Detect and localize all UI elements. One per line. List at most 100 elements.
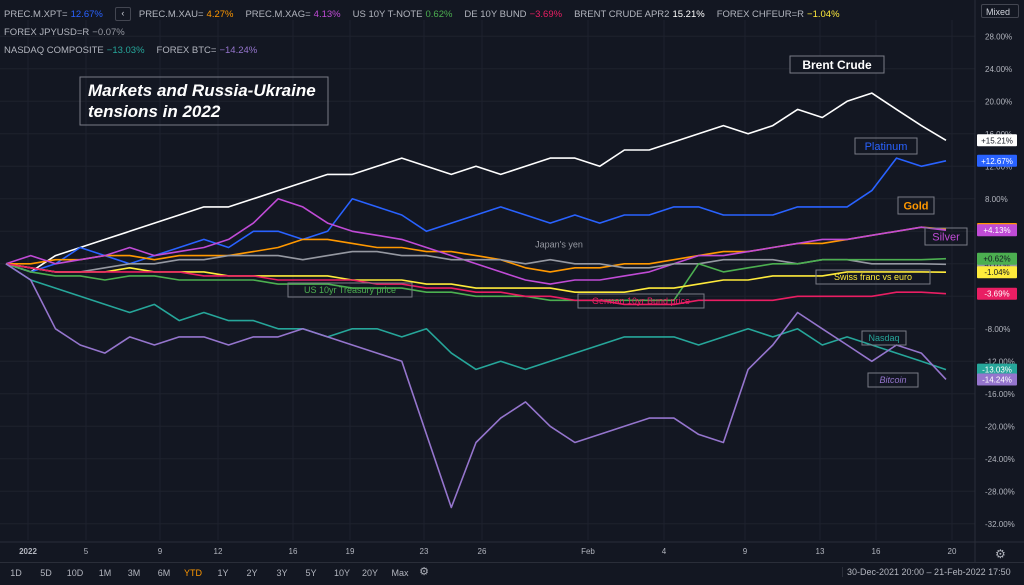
legend-value: 12.67% (70, 9, 103, 20)
legend-symbol: PREC.M.XPT= (4, 9, 68, 20)
legend-value: 4.27% (206, 9, 234, 20)
series-line-0 (5, 92, 947, 273)
legend-item[interactable]: FOREX JPYUSD=R −0.07% (4, 24, 125, 42)
annotation-japan-s-yen: Japan's yen (535, 240, 583, 250)
x-tick-label: 2022 (19, 547, 37, 556)
chart-title-line-2: tensions in 2022 (88, 102, 221, 121)
timeframe-ytd[interactable]: YTD (184, 568, 202, 578)
timeframe-5d[interactable]: 5D (40, 568, 52, 578)
y-tick-label: -32.00% (985, 520, 1015, 529)
legend-item[interactable]: US 10Y T-NOTE 0.62% (353, 6, 453, 24)
timeframe-5y[interactable]: 5Y (305, 568, 317, 578)
legend-value: 15.21% (672, 9, 705, 20)
price-label: -13.03% (977, 363, 1017, 376)
timeframe-1m[interactable]: 1M (98, 568, 112, 578)
legend-symbol: PREC.M.XAG= (245, 9, 311, 20)
x-tick-label: 12 (214, 547, 223, 556)
timeframe-bar: 1D 5D 10D 1M 3M 6M YTD 1Y 2Y 3Y 5Y 10Y 20Y Max ⚙ 30-D… (0, 562, 1024, 585)
x-tick-label: 9 (158, 547, 163, 556)
series-line-7 (5, 263, 947, 306)
series-line-3 (5, 198, 947, 285)
x-tick-label: 26 (478, 547, 487, 556)
annotation-gold: Gold (897, 196, 935, 215)
legend-item[interactable]: PREC.M.XAG= 4.13% (245, 6, 340, 24)
gear-icon[interactable]: ⚙ (419, 566, 429, 578)
legend-collapse-button[interactable]: ‹ (114, 7, 131, 22)
legend-item[interactable]: PREC.M.XPT= 12.67% (4, 6, 103, 24)
legend: PREC.M.XPT= 12.67% ‹ PREC.M.XAU= 4.27% PREC.M… (4, 6, 964, 60)
x-tick-label: 9 (743, 547, 748, 556)
series-line-2 (6, 226, 947, 273)
legend-symbol: FOREX CHFEUR=R (716, 9, 805, 20)
price-label: -3.69% (977, 287, 1017, 300)
legend-symbol: FOREX BTC= (156, 45, 217, 56)
legend-item[interactable]: FOREX BTC= −14.24% (157, 42, 258, 60)
timeframe-1d[interactable]: 1D (10, 568, 22, 578)
annotation-border (924, 227, 968, 246)
legend-symbol: US 10Y T-NOTE (352, 9, 423, 20)
date-range-label: 30-Dec-2021 20:00 – 21-Feb-2022 17:50 (842, 567, 1011, 577)
price-label-text: +15.21% (981, 136, 1013, 145)
timeframe-3y[interactable]: 3Y (276, 568, 288, 578)
price-label-bg (977, 134, 1017, 147)
legend-item[interactable]: NASDAQ COMPOSITE −13.03% (4, 42, 145, 60)
legend-row-2: NASDAQ COMPOSITE −13.03% FOREX BTC= −14.24% (4, 42, 964, 60)
annotation-text: Bitcoin (879, 375, 906, 385)
price-label-bg (977, 224, 1017, 237)
timeframe-20y[interactable]: 20Y (361, 568, 378, 578)
legend-symbol: BRENT CRUDE APR2 (574, 9, 670, 20)
legend-symbol: FOREX JPYUSD=R (4, 27, 90, 38)
timeframe-max[interactable]: Max (391, 568, 409, 578)
legend-value: −1.04% (807, 9, 840, 20)
legend-value: −3.69% (529, 9, 563, 20)
price-label: -1.04% (977, 266, 1017, 279)
gear-icon[interactable]: ⚙ (995, 547, 1006, 561)
legend-symbol: NASDAQ COMPOSITE (4, 45, 104, 56)
annotation-border (867, 372, 919, 388)
annotation-text: Platinum (865, 141, 908, 153)
chart-title-line-1: Markets and Russia-Ukraine (88, 81, 316, 100)
series-line-9 (5, 263, 947, 509)
legend-value: 4.13% (313, 9, 341, 20)
annotation-nasdaq: Nasdaq (861, 330, 907, 346)
timeframe-3m[interactable]: 3M (127, 568, 141, 578)
annotation-silver: Silver (924, 227, 968, 246)
legend-value: −0.07% (92, 27, 125, 38)
y-tick-label: -28.00% (985, 487, 1015, 496)
x-tick-label: 19 (346, 547, 355, 556)
legend-value: −14.24% (219, 45, 258, 56)
y-tick-label: -24.00% (985, 455, 1015, 464)
legend-item[interactable]: DE 10Y BUND −3.69% (464, 6, 562, 24)
annotation-german-10yr-bund-price: German 10yr Bund price (577, 293, 705, 309)
scale-mode-button[interactable]: Mixed (981, 4, 1019, 18)
timeframe-6m[interactable]: 6M (157, 568, 171, 578)
price-label-text: -0.07% (984, 260, 1009, 269)
timeframe-2y[interactable]: 2Y (246, 568, 258, 578)
chart-area[interactable]: 28.00%24.00%20.00%16.00%12.00%8.00%4.00%… (0, 0, 1024, 562)
timeframe-10d[interactable]: 10D (66, 568, 84, 578)
legend-item[interactable]: BRENT CRUDE APR2 15.21% (574, 6, 705, 24)
annotation-border (861, 330, 907, 346)
price-label: +12.67% (977, 154, 1017, 167)
x-tick-label: 4 (662, 547, 667, 556)
annotation-brent-crude: Brent Crude (789, 55, 885, 74)
series-line-6 (5, 263, 947, 294)
timeframe-10y[interactable]: 10Y (333, 568, 350, 578)
y-tick-label: 20.00% (985, 97, 1012, 106)
series-line-5 (5, 257, 947, 302)
annotation-border (287, 282, 413, 298)
y-tick-label: 28.00% (985, 32, 1012, 41)
price-label-text: -13.03% (982, 366, 1012, 375)
price-label-bg (977, 154, 1017, 167)
legend-item[interactable]: FOREX CHFEUR=R −1.04% (717, 6, 840, 24)
timeframe-1y[interactable]: 1Y (217, 568, 229, 578)
annotation-text: US 10yr Treasury price (304, 285, 396, 295)
annotation-swiss-franc-vs-euro: Swiss franc vs euro (815, 269, 931, 285)
price-label-bg (977, 266, 1017, 279)
price-label-bg (977, 252, 1017, 265)
chart-title-box: Markets and Russia-Ukraine tensions in 20… (79, 76, 329, 126)
series-line-4 (5, 250, 947, 273)
legend-item[interactable]: PREC.M.XAU= 4.27% (139, 6, 234, 24)
annotation-text: German 10yr Bund price (592, 296, 690, 306)
annotation-text: Silver (932, 231, 960, 243)
